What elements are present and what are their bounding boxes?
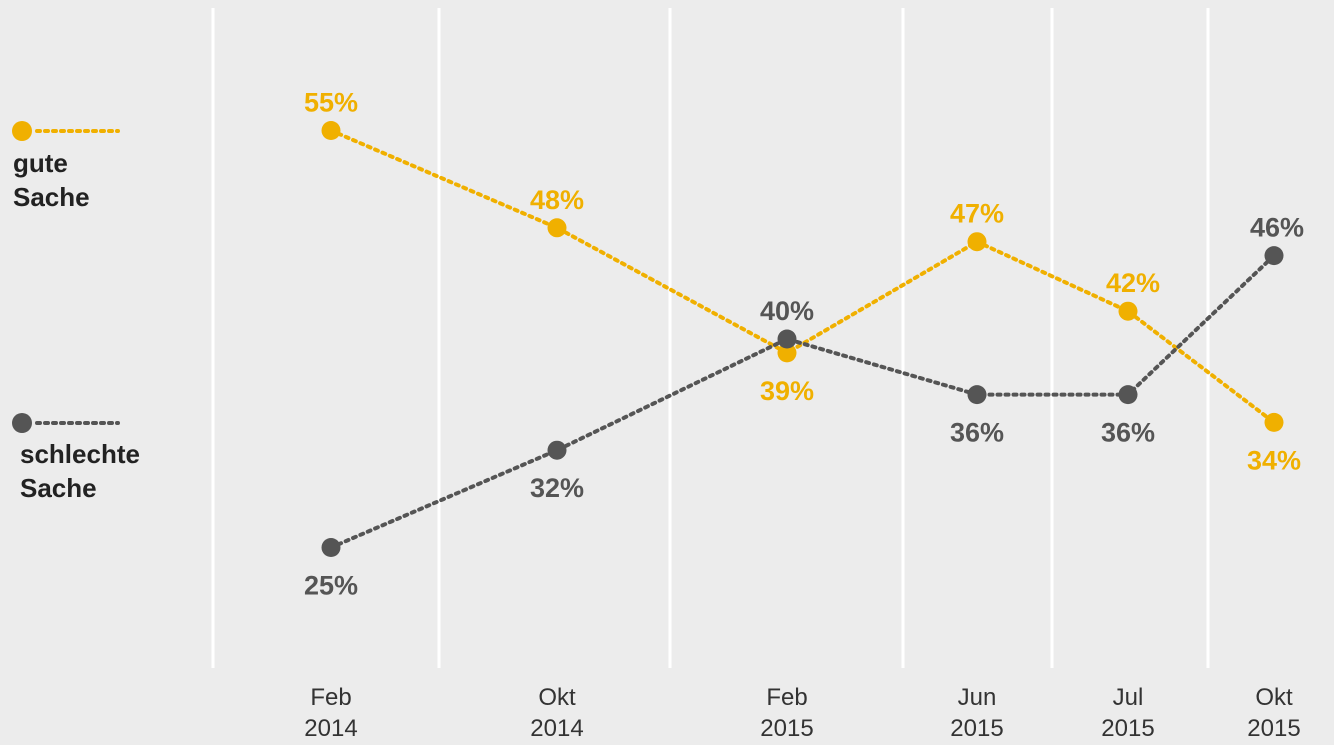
data-point-schlechte-4 bbox=[1118, 385, 1138, 405]
legend-schlechte-line1: schlechte bbox=[20, 439, 140, 469]
x-tick-month-5: Okt bbox=[1255, 684, 1293, 711]
data-label-schlechte-1: 32% bbox=[530, 473, 584, 503]
data-point-schlechte-1 bbox=[547, 440, 567, 460]
data-point-schlechte-3 bbox=[967, 385, 987, 405]
data-point-gute-2 bbox=[777, 343, 797, 363]
data-label-schlechte-4: 36% bbox=[1101, 418, 1155, 448]
legend-marker-gute bbox=[12, 121, 32, 141]
x-tick-year-2: 2015 bbox=[760, 715, 814, 742]
data-label-gute-4: 42% bbox=[1106, 268, 1160, 298]
legend-gute-line2: Sache bbox=[13, 182, 90, 212]
x-tick-month-3: Jun bbox=[957, 684, 997, 711]
data-point-schlechte-5 bbox=[1264, 246, 1284, 266]
x-tick-label-3: Jun 2015 bbox=[917, 682, 1037, 744]
legend-marker-schlechte bbox=[12, 413, 32, 433]
series-line-gute bbox=[329, 128, 1276, 425]
x-tick-month-1: Okt bbox=[538, 684, 576, 711]
legend-label-gute: gute Sache bbox=[13, 146, 90, 214]
legend-gute-line1: gute bbox=[13, 148, 68, 178]
x-tick-label-1: Okt 2014 bbox=[497, 682, 617, 744]
data-label-gute-5: 34% bbox=[1247, 445, 1301, 475]
x-tick-year-3: 2015 bbox=[950, 715, 1004, 742]
data-label-gute-2: 39% bbox=[760, 376, 814, 406]
x-tick-year-0: 2014 bbox=[304, 715, 358, 742]
x-tick-month-0: Feb bbox=[310, 684, 352, 711]
data-point-schlechte-0 bbox=[321, 538, 341, 557]
data-label-schlechte-2: 40% bbox=[760, 296, 814, 326]
data-point-gute-3 bbox=[967, 232, 987, 252]
x-tick-year-5: 2015 bbox=[1247, 715, 1301, 742]
data-label-gute-1: 48% bbox=[530, 185, 584, 215]
data-label-schlechte-5: 46% bbox=[1250, 213, 1304, 243]
legend-schlechte-line2: Sache bbox=[20, 473, 97, 503]
x-tick-year-1: 2014 bbox=[530, 715, 584, 742]
data-label-schlechte-0: 25% bbox=[304, 571, 358, 601]
x-tick-label-5: Okt 2015 bbox=[1214, 682, 1334, 744]
x-tick-month-2: Feb bbox=[766, 684, 808, 711]
data-point-gute-4 bbox=[1118, 301, 1138, 321]
x-tick-label-2: Feb 2015 bbox=[727, 682, 847, 744]
x-tick-label-4: Jul 2015 bbox=[1068, 682, 1188, 744]
x-tick-label-0: Feb 2014 bbox=[271, 682, 391, 744]
data-label-gute-0: 55% bbox=[304, 88, 358, 118]
series-line-schlechte bbox=[329, 253, 1276, 550]
data-label-gute-3: 47% bbox=[950, 199, 1004, 229]
data-point-gute-1 bbox=[547, 218, 567, 238]
x-tick-year-4: 2015 bbox=[1101, 715, 1155, 742]
data-point-schlechte-2 bbox=[777, 329, 797, 349]
x-tick-month-4: Jul bbox=[1112, 684, 1144, 711]
data-label-schlechte-3: 36% bbox=[950, 418, 1004, 448]
data-point-gute-5 bbox=[1264, 412, 1284, 432]
data-point-gute-0 bbox=[321, 121, 341, 140]
legend-label-schlechte: schlechte Sache bbox=[20, 437, 140, 505]
